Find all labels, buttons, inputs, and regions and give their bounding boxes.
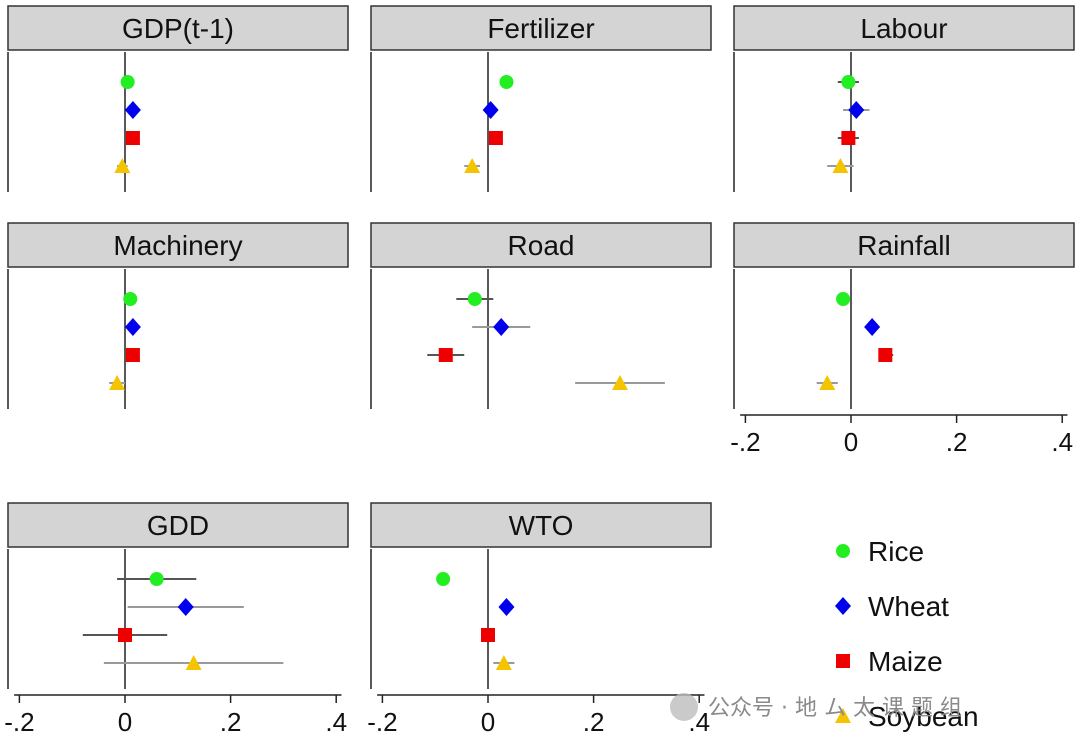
panel-header <box>7 5 349 51</box>
x-tick-label: .2 <box>946 427 968 457</box>
panel-header <box>370 502 712 548</box>
panel-title: Machinery <box>113 230 242 261</box>
wechat-icon <box>670 693 698 721</box>
panel-road: Road <box>370 222 712 409</box>
marker-wheat <box>177 598 194 616</box>
x-tick-label: -.2 <box>4 707 34 737</box>
panel-gdp-t-1: GDP(t-1) <box>7 5 349 192</box>
legend-label-rice: Rice <box>868 536 924 567</box>
watermark-text: 公众号 · 地 ム 太 课 题 组 <box>708 696 962 721</box>
panel-fertilizer: Fertilizer <box>370 5 712 192</box>
panel-title: Labour <box>860 13 947 44</box>
marker-maize <box>125 131 140 145</box>
legend-label-soybean: Soybean <box>868 701 979 732</box>
marker-rice <box>149 572 164 586</box>
marker-rice <box>836 292 851 306</box>
marker-soybean <box>819 375 836 390</box>
panel-header <box>7 502 349 548</box>
legend-label-maize: Maize <box>868 646 943 677</box>
panel-title: WTO <box>509 510 574 541</box>
marker-maize <box>125 348 140 362</box>
panel-header <box>370 5 712 51</box>
panel-title: Fertilizer <box>487 13 594 44</box>
x-tick-label: 0 <box>481 707 495 737</box>
marker-maize <box>841 131 856 145</box>
legend: Rice Wheat Maize Soybean <box>835 536 979 732</box>
marker-wheat <box>124 101 141 119</box>
watermark: 公众号 · 地 ム 太 课 题 组 <box>670 693 962 721</box>
marker-soybean <box>185 655 202 670</box>
panel-header <box>733 222 1075 268</box>
marker-rice <box>499 75 514 89</box>
marker-wheat <box>124 318 141 336</box>
marker-rice <box>841 75 856 89</box>
legend-marker-wheat <box>835 597 851 615</box>
marker-wheat <box>498 598 515 616</box>
legend-label-wheat: Wheat <box>868 591 949 622</box>
marker-soybean <box>114 158 131 173</box>
marker-maize <box>118 628 132 642</box>
panel-header <box>7 222 349 268</box>
marker-rice <box>120 75 135 89</box>
marker-wheat <box>864 318 881 336</box>
marker-maize <box>481 628 495 642</box>
x-tick-label: 0 <box>118 707 132 737</box>
panel-title: GDD <box>147 510 209 541</box>
x-tick-label: -.2 <box>730 427 760 457</box>
marker-wheat <box>848 101 865 119</box>
marker-rice <box>467 292 482 306</box>
panel-title: Road <box>508 230 575 261</box>
panel-header <box>733 5 1075 51</box>
x-tick-label: 0 <box>844 427 858 457</box>
panel-title: Rainfall <box>857 230 950 261</box>
marker-maize <box>878 348 893 362</box>
panel-machinery: Machinery <box>7 222 349 409</box>
marker-rice <box>436 572 451 586</box>
marker-soybean <box>832 158 849 173</box>
x-tick-label: .2 <box>583 707 605 737</box>
x-tick-label: -.2 <box>367 707 397 737</box>
legend-marker-rice <box>836 544 850 558</box>
marker-wheat <box>482 101 499 119</box>
marker-maize <box>488 131 503 145</box>
legend-marker-soybean <box>835 708 851 723</box>
x-tick-label: .4 <box>325 707 347 737</box>
marker-soybean <box>495 655 512 670</box>
marker-rice <box>123 292 138 306</box>
panel-rainfall: Rainfall -.2 0 .2 .4 <box>730 222 1075 457</box>
panel-gdd: GDD -.2 0 .2 .4 <box>4 502 349 737</box>
marker-soybean <box>612 375 628 390</box>
marker-maize <box>438 348 453 362</box>
panel-wto: WTO-.2 0.2.4 <box>367 502 712 737</box>
x-tick-label: .4 <box>1051 427 1073 457</box>
legend-marker-maize <box>836 654 850 668</box>
marker-wheat <box>493 318 510 336</box>
marker-soybean <box>109 375 126 390</box>
panel-labour: Labour <box>733 5 1075 192</box>
panel-header <box>370 222 712 268</box>
panel-title: GDP(t-1) <box>122 13 234 44</box>
marker-soybean <box>464 158 481 173</box>
x-tick-label: .2 <box>220 707 242 737</box>
